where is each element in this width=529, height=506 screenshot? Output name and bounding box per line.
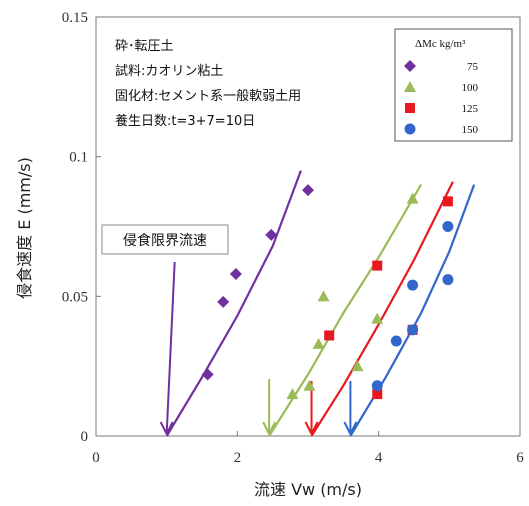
fit-curve-75 xyxy=(165,170,302,437)
point-100 xyxy=(286,388,299,400)
point-100 xyxy=(317,290,330,302)
critical-arrow-150 xyxy=(343,381,358,435)
point-100 xyxy=(406,192,419,204)
legend-marker-150 xyxy=(404,123,416,135)
point-125 xyxy=(324,330,335,341)
y-tick-label: 0.15 xyxy=(62,10,88,26)
y-tick-label: 0.05 xyxy=(62,289,88,305)
critical-arrows xyxy=(159,261,358,435)
point-150 xyxy=(407,324,419,336)
note-line: 砕･転圧土 xyxy=(115,39,174,54)
x-tick-label: 2 xyxy=(234,450,242,466)
point-75 xyxy=(229,267,242,280)
data-points xyxy=(201,184,454,400)
note-line: 養生日数:t=3+7=10日 xyxy=(115,113,255,129)
legend-entry-75: 75 xyxy=(404,60,479,73)
legend: ΔMc kg/m³ 75 100 125 150 xyxy=(394,28,513,142)
note-line: 固化材:セメント系一般軟弱土用 xyxy=(115,88,301,104)
point-100 xyxy=(303,379,316,391)
point-125 xyxy=(372,389,383,400)
legend-label-75: 75 xyxy=(467,61,479,73)
point-125 xyxy=(372,260,383,271)
legend-label-100: 100 xyxy=(462,82,479,94)
critical-velocity-label: 侵食限界流速 xyxy=(123,232,207,249)
point-150 xyxy=(371,380,383,392)
point-150 xyxy=(442,274,454,286)
axes: 0 2 4 6 0 0.05 0.1 0.15 xyxy=(62,10,525,466)
y-tick-label: 0.1 xyxy=(69,150,88,166)
point-75 xyxy=(302,184,314,197)
x-tick-label: 0 xyxy=(92,450,100,466)
y-tick-label: 0 xyxy=(81,429,89,445)
legend-label-150: 150 xyxy=(462,124,479,136)
critical-velocity-callout: 侵食限界流速 xyxy=(101,224,229,255)
legend-marker-100 xyxy=(404,81,416,92)
legend-entry-125: 125 xyxy=(405,103,479,115)
legend-marker-125 xyxy=(405,103,415,113)
legend-title: ΔMc kg/m³ xyxy=(415,38,466,50)
plot-frame xyxy=(95,16,521,437)
point-125 xyxy=(442,196,453,207)
legend-entry-150: 150 xyxy=(404,123,479,136)
point-100 xyxy=(351,360,364,372)
x-axis-title: 流速 Vw (m/s) xyxy=(254,480,362,499)
point-150 xyxy=(407,279,419,291)
fit-curve-150 xyxy=(349,184,476,437)
point-100 xyxy=(312,337,325,349)
legend-label-125: 125 xyxy=(462,103,479,115)
legend-entry-100: 100 xyxy=(404,81,479,94)
point-100 xyxy=(371,312,384,324)
point-150 xyxy=(390,335,402,347)
critical-arrow-75 xyxy=(159,261,176,435)
legend-marker-75 xyxy=(404,60,416,72)
note-line: 試料:カオリン粘土 xyxy=(115,63,223,79)
critical-label-box xyxy=(101,224,229,255)
point-150 xyxy=(442,221,454,232)
point-75 xyxy=(265,228,278,241)
y-axis-title: 侵食速度 E (mm/s) xyxy=(15,157,34,299)
fit-curve-125 xyxy=(310,181,454,437)
point-75 xyxy=(201,368,214,381)
notes-block: 砕･転圧土 試料:カオリン粘土 固化材:セメント系一般軟弱土用 養生日数:t=3… xyxy=(115,39,301,129)
critical-arrow-100 xyxy=(262,379,277,435)
x-tick-label: 4 xyxy=(375,450,383,466)
fit-curves xyxy=(165,170,476,437)
legend-box xyxy=(394,28,513,142)
point-75 xyxy=(217,295,230,308)
x-tick-label: 6 xyxy=(516,450,524,466)
